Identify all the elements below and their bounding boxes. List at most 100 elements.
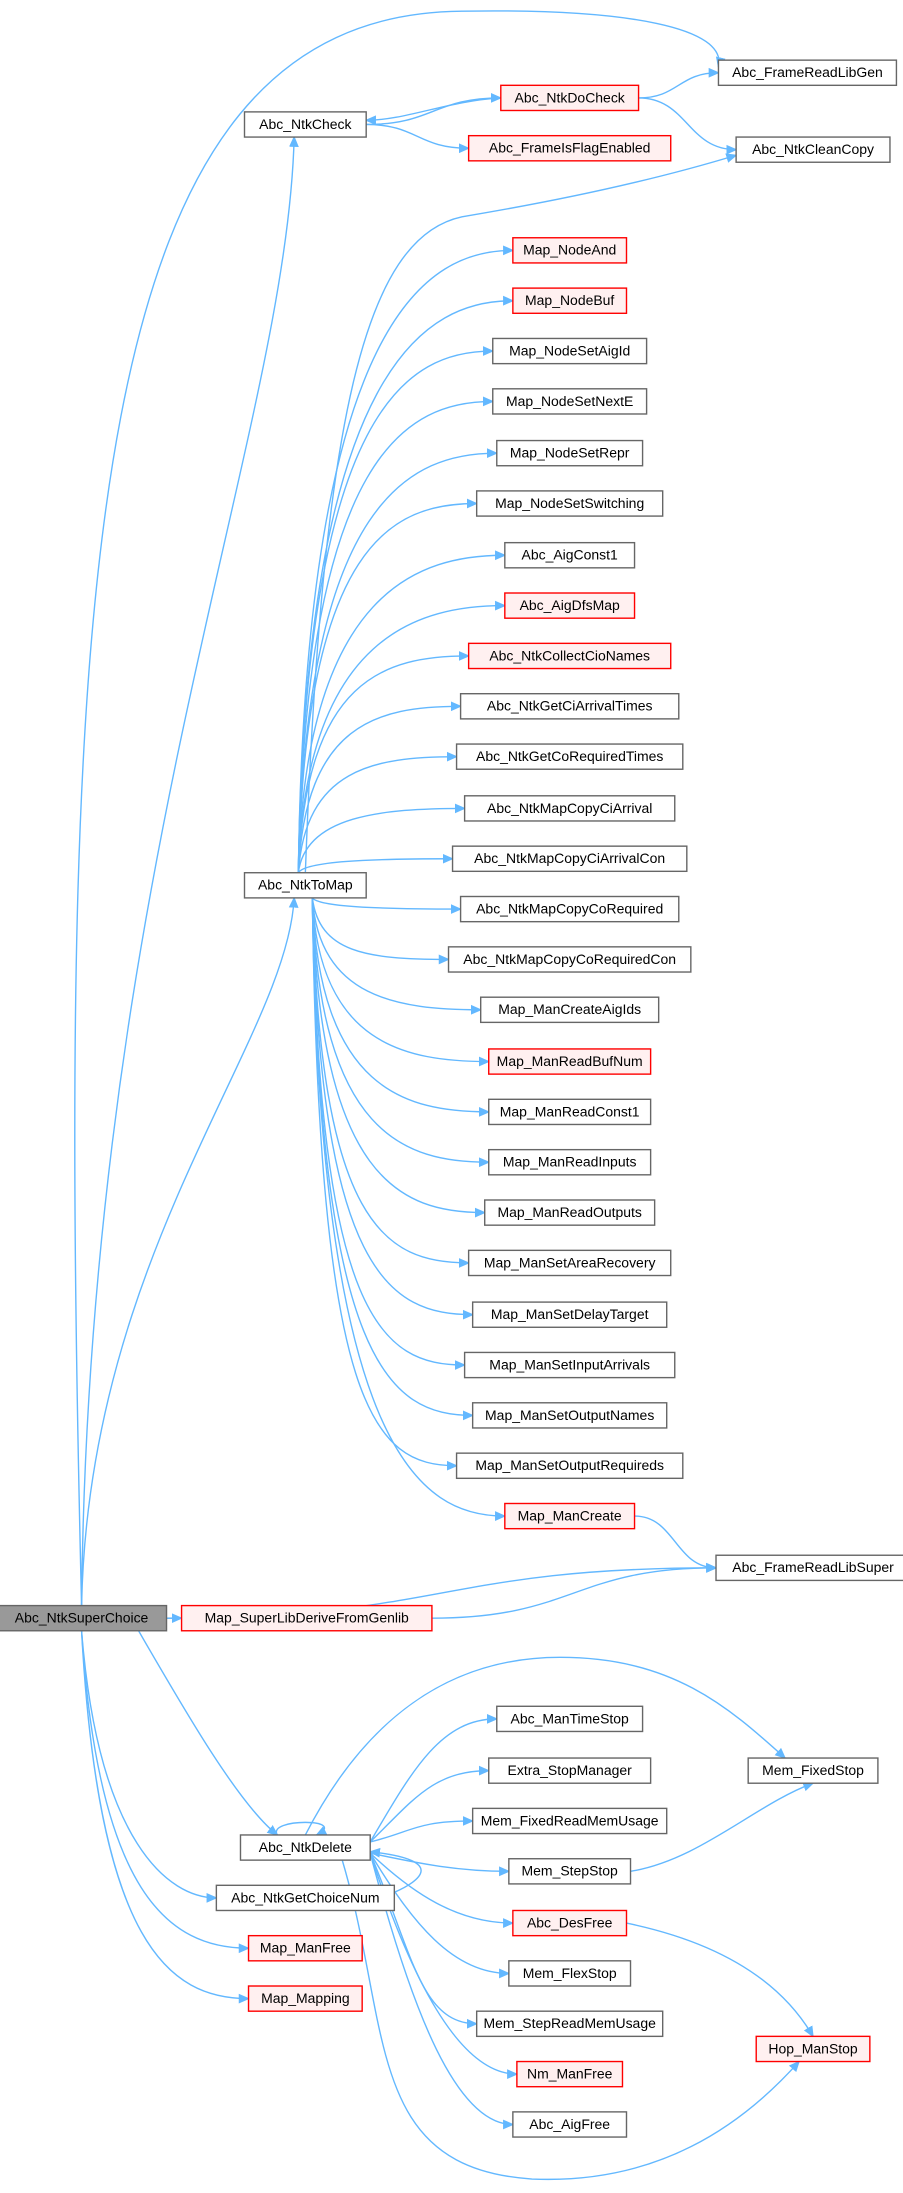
node-label[interactable]: Map_NodeSetRepr	[510, 445, 630, 461]
node-label[interactable]: Abc_DesFree	[527, 1914, 613, 1930]
node-label[interactable]: Abc_FrameReadLibSuper	[732, 1559, 894, 1575]
node-label[interactable]: Map_NodeBuf	[525, 292, 614, 308]
node-box[interactable]	[459, 693, 680, 720]
node-label[interactable]: Abc_AigConst1	[522, 547, 619, 563]
node-box[interactable]	[247, 1934, 363, 1962]
node-box[interactable]	[463, 795, 676, 822]
node-label[interactable]: Extra_StopManager	[508, 1762, 633, 1778]
node-label[interactable]: Abc_NtkCollectCioNames	[489, 647, 650, 663]
edge	[80, 896, 299, 1606]
node-label[interactable]: Map_ManFree	[260, 1940, 351, 1956]
node-label[interactable]: Map_ManReadInputs	[503, 1154, 637, 1170]
node-label[interactable]: Abc_NtkMapCopyCiArrival	[487, 800, 652, 816]
node-label[interactable]: Map_ManReadConst1	[500, 1103, 640, 1119]
node-box[interactable]	[475, 490, 664, 517]
node-label[interactable]: Abc_NtkMapCopyCoRequired	[476, 900, 663, 916]
node-box[interactable]	[735, 136, 891, 163]
node-box[interactable]	[247, 1985, 363, 2012]
node-box[interactable]	[455, 1452, 684, 1480]
node-box[interactable]	[496, 439, 644, 467]
node-label[interactable]: Mem_FlexStop	[523, 1965, 617, 1981]
node-box[interactable]	[508, 1960, 632, 1987]
node-label[interactable]: Abc_NtkGetCoRequiredTimes	[476, 748, 663, 764]
node-box[interactable]	[496, 1705, 644, 1733]
node-label[interactable]: Abc_NtkGetCiArrivalTimes	[487, 698, 653, 714]
node-box[interactable]	[479, 996, 660, 1024]
node-label[interactable]: Map_ManCreateAigIds	[498, 1001, 641, 1017]
node-label[interactable]: Hop_ManStop	[768, 2040, 858, 2056]
node-box[interactable]	[471, 1807, 668, 1835]
node-label[interactable]: Abc_NtkDelete	[259, 1839, 352, 1855]
node-box[interactable]	[747, 1757, 879, 1784]
node-label[interactable]: Abc_AigDfsMap	[520, 597, 620, 613]
node-box[interactable]	[471, 1402, 668, 1429]
node-box[interactable]	[492, 337, 648, 365]
node-box[interactable]	[512, 287, 628, 314]
node-label[interactable]: Map_Mapping	[261, 1990, 350, 2006]
node-box[interactable]	[492, 388, 648, 415]
node-box[interactable]	[512, 2111, 628, 2138]
node-label[interactable]: Abc_ManTimeStop	[511, 1710, 630, 1726]
node-box[interactable]	[467, 1249, 672, 1277]
node-label[interactable]: Map_ManSetOutputRequireds	[475, 1457, 664, 1473]
node-label[interactable]: Map_SuperLibDeriveFromGenlib	[205, 1610, 409, 1626]
node-label[interactable]: Abc_NtkCleanCopy	[752, 141, 874, 157]
node-label[interactable]: Abc_AigFree	[529, 2116, 610, 2132]
node-box[interactable]	[488, 1148, 652, 1176]
node-label[interactable]: Mem_FixedStop	[762, 1762, 864, 1778]
node-box[interactable]	[484, 1199, 656, 1226]
node-box[interactable]	[459, 895, 680, 923]
node-box[interactable]	[239, 1834, 371, 1861]
node-label[interactable]: Abc_NtkMapCopyCoRequiredCon	[463, 951, 676, 967]
node-box[interactable]	[508, 1858, 632, 1885]
node-box[interactable]	[467, 642, 672, 670]
node-box[interactable]	[447, 946, 692, 973]
node-label[interactable]: Map_NodeSetSwitching	[495, 495, 644, 511]
node-box[interactable]	[488, 1048, 652, 1075]
node-label[interactable]: Map_ManSetOutputNames	[485, 1407, 654, 1423]
node-box[interactable]	[451, 845, 688, 873]
node-box[interactable]	[512, 1909, 628, 1937]
node-box[interactable]	[504, 592, 636, 619]
node-box[interactable]	[717, 59, 898, 87]
node-box[interactable]	[243, 872, 367, 899]
node-label[interactable]: Mem_StepReadMemUsage	[484, 2015, 657, 2031]
node-label[interactable]: Map_NodeAnd	[523, 242, 616, 258]
node-label[interactable]: Map_ManSetAreaRecovery	[484, 1254, 656, 1270]
node-label[interactable]: Map_ManSetDelayTarget	[491, 1306, 649, 1322]
node-label[interactable]: Mem_StepStop	[522, 1863, 619, 1879]
node-box[interactable]	[488, 1757, 652, 1784]
node-box[interactable]	[215, 1884, 396, 1912]
node-label[interactable]: Abc_NtkDoCheck	[515, 89, 625, 105]
node-box[interactable]	[243, 111, 367, 138]
node-label[interactable]: Map_NodeSetNextE	[506, 393, 633, 409]
node-box[interactable]	[512, 237, 628, 264]
node-box[interactable]	[180, 1604, 433, 1632]
node-label[interactable]: Abc_FrameReadLibGen	[732, 64, 883, 80]
node-label[interactable]: Map_ManReadOutputs	[497, 1204, 641, 1220]
node-box[interactable]	[463, 1351, 676, 1379]
node-label[interactable]: Nm_ManFree	[527, 2066, 613, 2082]
node-box[interactable]	[715, 1554, 903, 1582]
node-label[interactable]: Map_ManSetInputArrivals	[489, 1356, 650, 1372]
node-label[interactable]: Abc_NtkGetChoiceNum	[231, 1889, 379, 1905]
node-label[interactable]: Mem_FixedReadMemUsage	[481, 1812, 659, 1828]
node-label[interactable]: Abc_NtkCheck	[259, 116, 351, 132]
node-label[interactable]: Abc_FrameIsFlagEnabled	[489, 140, 651, 156]
node-box[interactable]	[475, 2010, 664, 2038]
node-box[interactable]	[516, 2060, 624, 2088]
node-box[interactable]	[471, 1301, 668, 1328]
node-box[interactable]	[467, 134, 672, 162]
node-box[interactable]	[504, 1502, 636, 1530]
node-box[interactable]	[500, 84, 640, 112]
node-label[interactable]: Map_ManReadBufNum	[497, 1053, 643, 1069]
node-box[interactable]	[455, 743, 684, 770]
edge	[368, 1847, 422, 1893]
node-label[interactable]: Map_NodeSetAigId	[509, 342, 630, 358]
node-box[interactable]	[488, 1098, 652, 1126]
node-label[interactable]: Map_ManCreate	[518, 1507, 622, 1523]
node-box[interactable]	[504, 541, 636, 569]
node-box[interactable]	[755, 2035, 871, 2063]
node-label[interactable]: Abc_NtkToMap	[258, 877, 353, 893]
node-label[interactable]: Abc_NtkMapCopyCiArrivalCon	[474, 850, 665, 866]
